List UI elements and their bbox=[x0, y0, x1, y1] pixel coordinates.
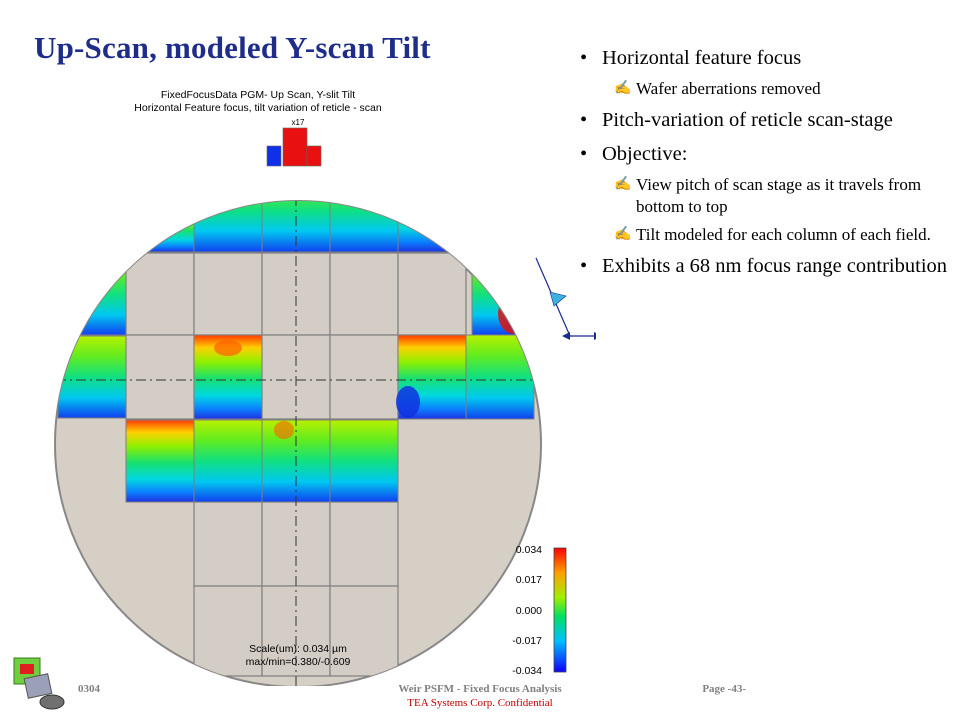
bullet-text: Objective: bbox=[602, 143, 688, 165]
sub-bullet-text: Tilt modeled for each column of each fie… bbox=[636, 225, 931, 244]
bullet-list: Horizontal feature focus ✍ Wafer aberrati… bbox=[578, 46, 948, 288]
plot-title-1: FixedFocusData PGM- Up Scan, Y-slit Tilt bbox=[161, 89, 355, 101]
footer-date: 0304 bbox=[78, 683, 100, 695]
plot-title-2: Horizontal Feature focus, tilt variation… bbox=[134, 102, 382, 114]
pen-icon: ✍ bbox=[614, 81, 632, 96]
sub-bullet-text: Wafer aberrations removed bbox=[636, 79, 821, 98]
pen-icon: ✍ bbox=[614, 177, 632, 192]
sub-bullet-item: ✍ Wafer aberrations removed bbox=[578, 78, 948, 100]
scale-text: Scale(um): 0.034 µm bbox=[249, 643, 347, 655]
bullet-text: Pitch-variation of reticle scan-stage bbox=[602, 109, 893, 131]
top-notch-fields bbox=[266, 127, 322, 167]
colorbar-tick: 0.000 bbox=[516, 605, 542, 617]
slide-title: Up-Scan, modeled Y-scan Tilt bbox=[34, 30, 431, 65]
wafer-map: FixedFocusData PGM- Up Scan, Y-slit Tilt… bbox=[54, 89, 596, 686]
footer-confidential: TEA Systems Corp. Confidential bbox=[407, 697, 553, 709]
colorbar-tick: -0.017 bbox=[512, 635, 542, 647]
colorbar-tick: -0.034 bbox=[512, 665, 542, 677]
scan-direction-arrow bbox=[535, 257, 596, 340]
pen-icon: ✍ bbox=[614, 227, 632, 242]
top-field-label: x17 bbox=[292, 118, 305, 127]
colorbar-tick: 0.017 bbox=[516, 574, 542, 586]
bullet-item: Pitch-variation of reticle scan-stage bbox=[578, 108, 948, 133]
sub-bullet-item: ✍ View pitch of scan stage as it travels … bbox=[578, 174, 948, 218]
footer-title: Weir PSFM - Fixed Focus Analysis bbox=[398, 683, 562, 695]
colorbar-tick: 0.034 bbox=[516, 544, 542, 556]
sub-bullet-text: View pitch of scan stage as it travels f… bbox=[636, 175, 922, 216]
tea-systems-logo bbox=[13, 657, 65, 710]
wafer-focus-figure: FixedFocusData PGM- Up Scan, Y-slit Tilt… bbox=[36, 86, 596, 686]
bullet-text: Exhibits a 68 nm focus range contributio… bbox=[602, 255, 948, 277]
colorbar: 0.034 0.017 0.000 -0.017 -0.034 bbox=[512, 544, 567, 677]
bullet-item: Exhibits a 68 nm focus range contributio… bbox=[578, 254, 948, 279]
bullet-text: Horizontal feature focus bbox=[602, 47, 802, 69]
bullet-item: Horizontal feature focus bbox=[578, 46, 948, 71]
maxmin-text: max/min=0.380/-0.609 bbox=[246, 656, 351, 668]
footer-page-number: Page -43- bbox=[702, 683, 746, 695]
sub-bullet-item: ✍ Tilt modeled for each column of each fi… bbox=[578, 224, 948, 246]
bullet-item: Objective: bbox=[578, 142, 948, 167]
